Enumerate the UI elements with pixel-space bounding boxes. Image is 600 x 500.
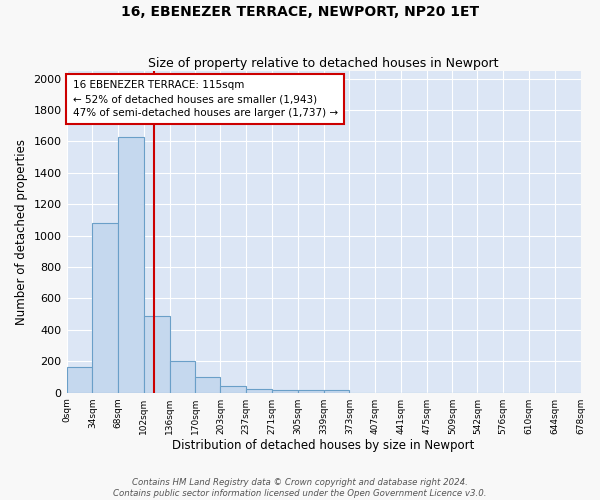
Title: Size of property relative to detached houses in Newport: Size of property relative to detached ho… [148, 56, 499, 70]
Text: 16, EBENEZER TERRACE, NEWPORT, NP20 1ET: 16, EBENEZER TERRACE, NEWPORT, NP20 1ET [121, 5, 479, 19]
Bar [196, 377, 220, 392]
Bar [118, 136, 144, 392]
Bar [246, 389, 272, 392]
Bar [67, 367, 92, 392]
Bar [92, 223, 118, 392]
Text: Contains HM Land Registry data © Crown copyright and database right 2024.
Contai: Contains HM Land Registry data © Crown c… [113, 478, 487, 498]
Bar [298, 390, 323, 392]
Bar [323, 390, 349, 392]
Bar [220, 386, 246, 392]
Y-axis label: Number of detached properties: Number of detached properties [15, 138, 28, 324]
Bar [272, 390, 298, 392]
Bar [144, 316, 170, 392]
Bar [170, 362, 196, 392]
Text: 16 EBENEZER TERRACE: 115sqm
← 52% of detached houses are smaller (1,943)
47% of : 16 EBENEZER TERRACE: 115sqm ← 52% of det… [73, 80, 338, 118]
X-axis label: Distribution of detached houses by size in Newport: Distribution of detached houses by size … [172, 440, 475, 452]
